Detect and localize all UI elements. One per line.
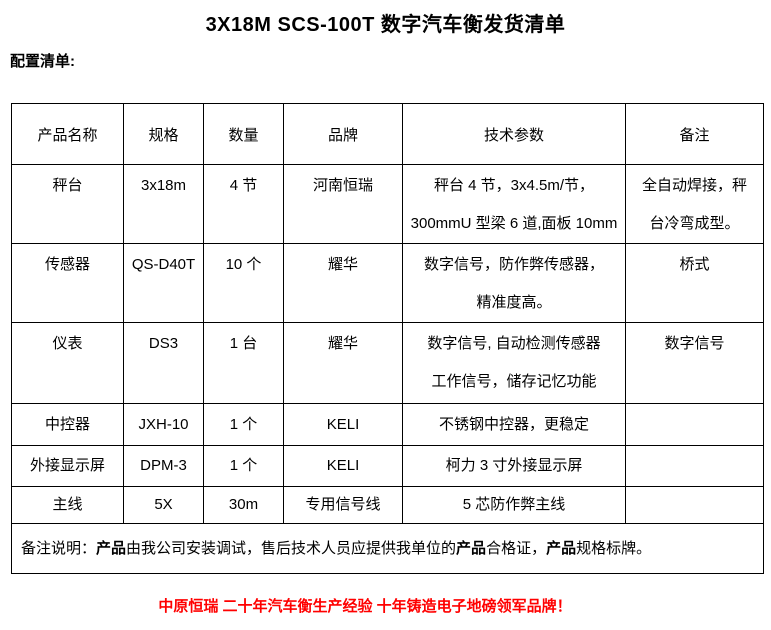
cell-remark: [625, 445, 764, 487]
cell-remark: 全自动焊接，秤 台冷弯成型。: [625, 164, 764, 244]
column-header-spec: 规格: [123, 103, 204, 165]
tech-line: 工作信号，储存记忆功能: [431, 373, 597, 390]
tech-line: 300mmU 型梁 6 道,面板 10mm: [410, 215, 618, 232]
cell-remark: 桥式: [625, 243, 764, 323]
tech-line: 数字信号，防作弊传感器，: [423, 256, 604, 273]
cell-qty: 10 个: [203, 243, 284, 323]
subtitle-config-list: 配置清单:: [10, 53, 75, 70]
column-header-remark: 备注: [625, 103, 764, 165]
table-header-row: 产品名称 规格 数量 品牌 技术参数 备注: [11, 103, 764, 165]
cell-spec: DS3: [123, 322, 204, 404]
cell-qty: 1 台: [203, 322, 284, 404]
column-header-qty: 数量: [203, 103, 284, 165]
table-row-main-cable: 主线 5X 30m 专用信号线 5 芯防作弊主线: [11, 486, 764, 524]
cell-tech: 秤台 4 节，3x4.5m/节， 300mmU 型梁 6 道,面板 10mm: [402, 164, 626, 244]
cell-remark: [625, 403, 764, 446]
cell-product: 传感器: [11, 243, 124, 323]
cell-qty: 1 个: [203, 445, 284, 487]
cell-brand: 专用信号线: [283, 486, 403, 524]
cell-qty: 4 节: [203, 164, 284, 244]
note-segment: 合格证，: [486, 539, 547, 557]
cell-tech: 数字信号，防作弊传感器， 精准度高。: [402, 243, 626, 323]
table-row-sensor: 传感器 QS-D40T 10 个 耀华 数字信号，防作弊传感器， 精准度高。 桥…: [11, 243, 764, 323]
cell-spec: 3x18m: [123, 164, 204, 244]
cell-remark: 数字信号: [625, 322, 764, 404]
cell-tech: 5 芯防作弊主线: [402, 486, 626, 524]
cell-brand: 耀华: [283, 243, 403, 323]
table-note-row: 备注说明：产品由我公司安装调试，售后技术人员应提供我单位的产品合格证，产品规格标…: [11, 523, 764, 574]
table-row-external-display: 外接显示屏 DPM-3 1 个 KELI 柯力 3 寸外接显示屏: [11, 445, 764, 487]
remark-line: 桥式: [679, 256, 710, 273]
config-table: 产品名称 规格 数量 品牌 技术参数 备注 秤台 3x18m 4 节 河南恒瑞 …: [11, 103, 764, 574]
cell-brand: KELI: [283, 445, 403, 487]
cell-spec: JXH-10: [123, 403, 204, 446]
column-header-product: 产品名称: [11, 103, 124, 165]
table-row-controller: 中控器 JXH-10 1 个 KELI 不锈钢中控器，更稳定: [11, 403, 764, 446]
page-title: 3X18M SCS-100T 数字汽车衡发货清单: [205, 14, 566, 36]
remark-line: 全自动焊接，秤: [641, 177, 747, 194]
cell-tech: 数字信号, 自动检测传感器 工作信号，储存记忆功能: [402, 322, 626, 404]
tech-line: 精准度高。: [476, 294, 552, 311]
column-header-tech: 技术参数: [402, 103, 626, 165]
tech-line: 秤台 4 节，3x4.5m/节，: [433, 177, 595, 194]
note-segment-bold: 产品: [96, 539, 127, 557]
table-row-weighbridge: 秤台 3x18m 4 节 河南恒瑞 秤台 4 节，3x4.5m/节， 300mm…: [11, 164, 764, 244]
column-header-brand: 品牌: [283, 103, 403, 165]
cell-spec: 5X: [123, 486, 204, 524]
cell-product: 仪表: [11, 322, 124, 404]
cell-spec: QS-D40T: [123, 243, 204, 323]
cell-spec: DPM-3: [123, 445, 204, 487]
note-segment-bold: 产品: [546, 539, 577, 557]
remark-line: 台冷弯成型。: [649, 215, 740, 232]
cell-tech: 不锈钢中控器，更稳定: [402, 403, 626, 446]
cell-product: 主线: [11, 486, 124, 524]
note-label: 备注说明：: [21, 539, 97, 557]
cell-qty: 30m: [203, 486, 284, 524]
note-segment: 规格标牌。: [576, 539, 652, 557]
footer-slogan: 中原恒瑞 二十年汽车衡生产经验 十年铸造电子地磅领军品牌！: [158, 598, 572, 615]
cell-qty: 1 个: [203, 403, 284, 446]
note-segment-bold: 产品: [456, 539, 487, 557]
table-row-indicator: 仪表 DS3 1 台 耀华 数字信号, 自动检测传感器 工作信号，储存记忆功能 …: [11, 322, 764, 404]
cell-tech: 柯力 3 寸外接显示屏: [402, 445, 626, 487]
note-cell: 备注说明：产品由我公司安装调试，售后技术人员应提供我单位的产品合格证，产品规格标…: [11, 523, 764, 574]
remark-line: 数字信号: [664, 335, 725, 352]
cell-product: 中控器: [11, 403, 124, 446]
cell-brand: 河南恒瑞: [283, 164, 403, 244]
cell-remark: [625, 486, 764, 524]
cell-product: 秤台: [11, 164, 124, 244]
cell-product: 外接显示屏: [11, 445, 124, 487]
cell-brand: 耀华: [283, 322, 403, 404]
note-segment: 由我公司安装调试，售后技术人员应提供我单位的: [126, 539, 457, 557]
tech-line: 数字信号, 自动检测传感器: [427, 335, 601, 352]
cell-brand: KELI: [283, 403, 403, 446]
